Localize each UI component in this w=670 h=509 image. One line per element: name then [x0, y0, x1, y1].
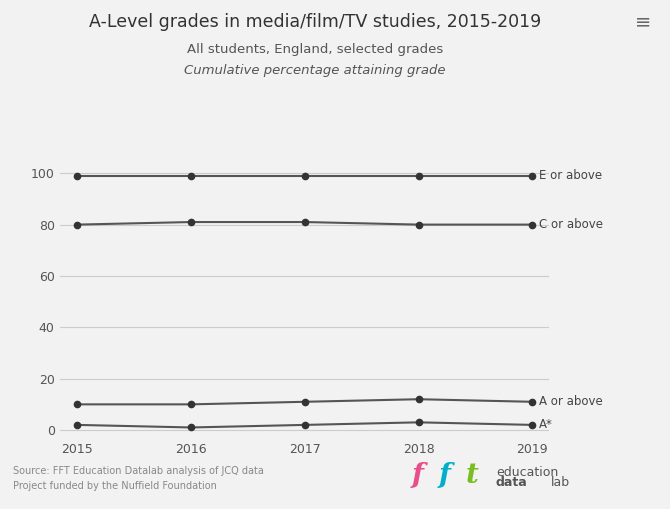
Text: All students, England, selected grades: All students, England, selected grades — [187, 43, 443, 56]
Text: C or above: C or above — [539, 218, 603, 231]
Text: A or above: A or above — [539, 395, 603, 408]
Text: Project funded by the Nuffield Foundation: Project funded by the Nuffield Foundatio… — [13, 481, 217, 491]
Text: A-Level grades in media/film/TV studies, 2015-2019: A-Level grades in media/film/TV studies,… — [88, 13, 541, 31]
Text: E or above: E or above — [539, 169, 602, 182]
Text: lab: lab — [551, 475, 570, 489]
Text: Cumulative percentage attaining grade: Cumulative percentage attaining grade — [184, 64, 446, 77]
Text: Source: FFT Education Datalab analysis of JCQ data: Source: FFT Education Datalab analysis o… — [13, 466, 264, 476]
Text: A*: A* — [539, 418, 553, 432]
Text: f: f — [439, 462, 451, 489]
Text: education: education — [496, 466, 558, 479]
Text: data: data — [496, 475, 527, 489]
Text: f: f — [412, 462, 424, 489]
Text: ≡: ≡ — [635, 13, 651, 32]
Text: t: t — [466, 462, 478, 489]
